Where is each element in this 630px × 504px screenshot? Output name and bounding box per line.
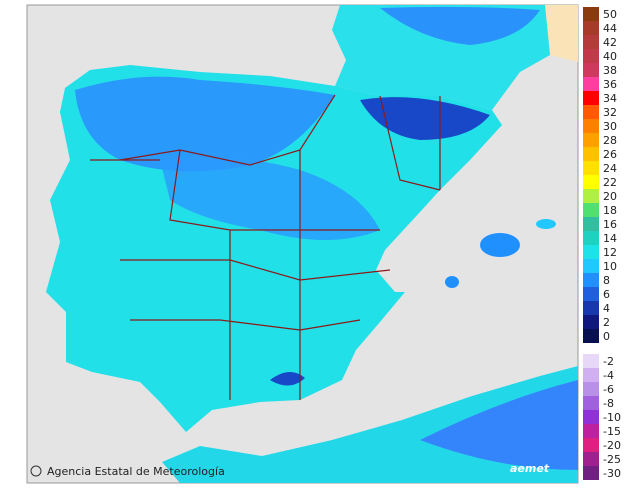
legend-swatch	[583, 49, 599, 63]
legend-swatch	[583, 77, 599, 91]
cold-area	[160, 156, 380, 240]
legend-swatch	[583, 259, 599, 273]
legend-label: -4	[603, 369, 614, 382]
legend-label: -25	[603, 453, 621, 466]
legend-swatch	[583, 301, 599, 315]
legend-label: 8	[603, 274, 610, 287]
logo-icon	[30, 465, 42, 477]
legend-swatch	[583, 7, 599, 21]
legend-label: 18	[603, 204, 617, 217]
legend-swatch	[583, 396, 599, 410]
legend-label: 26	[603, 148, 617, 161]
legend-swatch	[583, 382, 599, 396]
outside-domain	[545, 5, 578, 62]
legend-swatch	[583, 287, 599, 301]
legend-swatch	[583, 368, 599, 382]
legend-label: -20	[603, 439, 621, 452]
legend-swatch	[583, 189, 599, 203]
legend-label: 22	[603, 176, 617, 189]
legend-swatch	[583, 438, 599, 452]
legend-label: 0	[603, 330, 610, 343]
legend-label: 50	[603, 8, 617, 21]
mallorca	[480, 233, 520, 257]
province-borders	[90, 94, 441, 400]
legend-label: 24	[603, 162, 617, 175]
cold-area	[380, 6, 540, 45]
legend-swatch	[583, 35, 599, 49]
legend-swatch	[583, 147, 599, 161]
ibiza	[445, 276, 459, 288]
legend: 5044424038363432302826242220181614121086…	[583, 7, 621, 480]
legend-swatch	[583, 231, 599, 245]
legend-label: -15	[603, 425, 621, 438]
legend-label: 44	[603, 22, 617, 35]
legend-swatch	[583, 119, 599, 133]
legend-swatch	[583, 105, 599, 119]
legend-swatch	[583, 452, 599, 466]
legend-swatch	[583, 217, 599, 231]
legend-label: -30	[603, 467, 621, 480]
legend-label: 2	[603, 316, 610, 329]
credit: Agencia Estatal de Meteorología	[47, 465, 225, 478]
legend-swatch	[583, 354, 599, 368]
cold-area	[420, 380, 578, 470]
map: Agencia Estatal de Meteorología aemet	[26, 4, 579, 484]
legend-label: 30	[603, 120, 617, 133]
legend-label: 32	[603, 106, 617, 119]
legend-swatch	[583, 329, 599, 343]
cold-area	[75, 76, 335, 172]
legend-label: 14	[603, 232, 617, 245]
legend-label: -8	[603, 397, 614, 410]
menorca	[536, 219, 556, 229]
pyrenees-cold	[360, 97, 490, 140]
legend-swatch	[583, 245, 599, 259]
legend-label: 6	[603, 288, 610, 301]
legend-label: 4	[603, 302, 610, 315]
legend-label: -10	[603, 411, 621, 424]
legend-label: 34	[603, 92, 617, 105]
legend-label: 36	[603, 78, 617, 91]
legend-label: 12	[603, 246, 617, 259]
legend-label: 40	[603, 50, 617, 63]
legend-swatch	[583, 133, 599, 147]
legend-swatch	[583, 424, 599, 438]
legend-swatch	[583, 273, 599, 287]
legend-swatch	[583, 410, 599, 424]
legend-swatch	[583, 161, 599, 175]
legend-swatch	[583, 63, 599, 77]
legend-label: 10	[603, 260, 617, 273]
sierra-nevada-cold	[270, 371, 305, 386]
legend-swatch	[583, 466, 599, 480]
legend-swatch	[583, 175, 599, 189]
legend-label: 20	[603, 190, 617, 203]
legend-label: -2	[603, 355, 614, 368]
legend-label: 16	[603, 218, 617, 231]
legend-swatch	[583, 203, 599, 217]
aemet-logo: aemet	[510, 462, 550, 475]
legend-swatch	[583, 21, 599, 35]
legend-swatch	[583, 315, 599, 329]
legend-label: -6	[603, 383, 614, 396]
legend-swatch	[583, 91, 599, 105]
legend-label: 42	[603, 36, 617, 49]
legend-label: 28	[603, 134, 617, 147]
legend-label: 38	[603, 64, 617, 77]
